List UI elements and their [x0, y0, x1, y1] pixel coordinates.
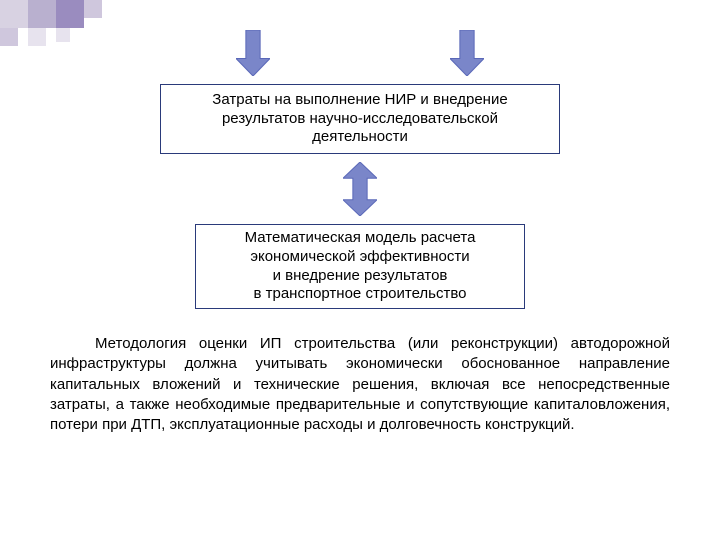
box-model-line1: Математическая модель расчета	[245, 229, 476, 248]
box-costs-line3: деятельности	[312, 128, 408, 147]
box-costs-line1: Затраты на выполнение НИР и внедрение	[212, 91, 507, 110]
box-model-line3: и внедрение результатов	[273, 267, 448, 286]
box-model-line2: экономической эффективности	[250, 248, 469, 267]
arrow-down-left-icon	[236, 30, 270, 76]
box-model: Математическая модель расчета экономичес…	[195, 224, 525, 309]
box-model-line4: в транспортное строительство	[253, 285, 466, 304]
middle-arrow-container	[0, 162, 720, 216]
arrow-bidirectional-icon	[343, 162, 377, 216]
box-costs-line2: результатов научно-исследовательской	[222, 110, 498, 129]
methodology-text: Методология оценки ИП строительства (или…	[50, 335, 670, 433]
methodology-paragraph: Методология оценки ИП строительства (или…	[50, 334, 670, 435]
box-costs: Затраты на выполнение НИР и внедрение ре…	[160, 84, 560, 154]
top-arrows-row	[0, 30, 720, 76]
slide-content: Затраты на выполнение НИР и внедрение ре…	[0, 0, 720, 540]
arrow-down-right-icon	[450, 30, 484, 76]
